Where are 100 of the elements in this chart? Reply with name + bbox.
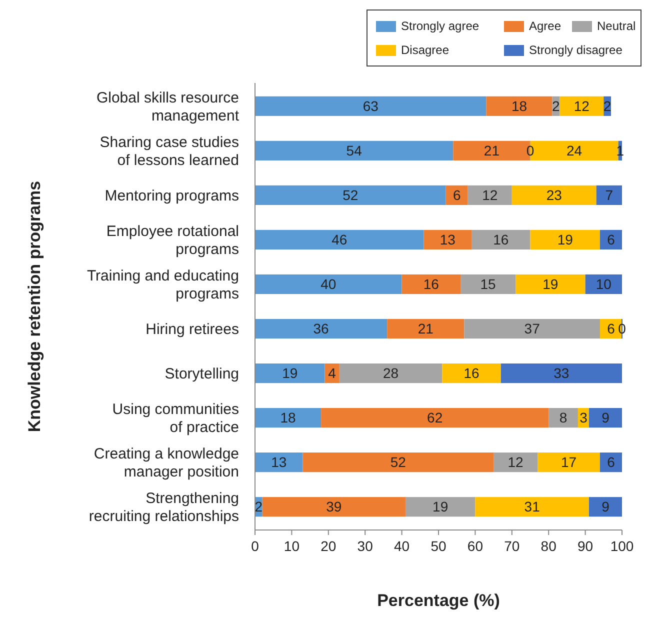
bar [255,408,322,428]
bar [468,185,512,205]
data-label: 16 [423,276,440,292]
data-label: 16 [464,365,480,382]
bar [255,452,303,472]
data-label: 23 [546,187,562,204]
y-axis-title: Knowledge retention programs [25,180,44,432]
data-label: 21 [418,320,434,337]
bar [255,363,325,384]
data-label: 18 [511,98,528,114]
bar [387,318,464,339]
data-label: 10 [596,276,612,292]
x-tick-label: 80 [540,538,557,554]
legend-label: Strongly disagree [529,43,623,58]
x-tick-label: 20 [320,538,336,554]
bar [475,497,589,517]
bar [255,140,454,160]
bar [516,274,586,294]
bar [255,96,486,116]
data-label: 0 [618,320,626,337]
bar [500,363,622,384]
x-tick-label: 30 [357,538,374,554]
data-label: 2 [603,98,612,114]
x-tick-label: 50 [430,538,446,554]
legend-label: Agree [529,19,562,34]
bar [548,408,578,428]
y-tick-label: Storytelling [164,366,239,383]
bar [405,497,476,517]
data-label: 12 [482,187,498,204]
bar [321,408,549,428]
legend-label: Strongly agree [401,19,480,34]
data-label: 12 [574,98,590,114]
bar [302,452,494,472]
legend-label: Disagree [401,43,450,58]
data-label: 62 [427,410,443,426]
x-tick-label: 40 [394,538,410,554]
y-tick-label: Creating a knowledge manager position [94,446,239,481]
bar [588,408,622,428]
y-tick-label: Using communities of practice [112,401,239,436]
data-label: 28 [383,365,399,382]
bar [600,230,622,250]
bar [464,318,600,339]
bar [402,274,461,294]
y-tick-label: Global skills resource management [96,89,240,124]
data-label: 6 [607,232,616,248]
bar [255,274,402,294]
data-label: 19 [542,276,558,292]
data-label: 24 [566,142,582,159]
legend-label: Neutral [597,19,636,34]
data-label: 63 [362,98,379,114]
data-label: 15 [480,276,496,292]
data-label: 17 [560,454,577,470]
y-tick-label: Sharing case studies of lessons learned [100,134,239,169]
data-label: 19 [432,498,448,515]
data-label: 7 [605,187,614,204]
data-label: 4 [328,365,336,382]
x-tick-label: 60 [467,538,484,554]
data-label: 6 [452,187,461,204]
x-tick-label: 70 [504,538,520,554]
y-tick-label: Strengthening recruiting relationships [88,490,239,526]
data-label: 2 [254,498,263,515]
y-tick-label: Training and educating programs [86,267,239,302]
bar [494,452,538,472]
bar [262,497,406,517]
bar [560,96,604,116]
y-tick-label: Hiring retirees [146,321,239,338]
y-tick-label: Employee rotational programs [106,222,239,258]
data-label: 18 [280,410,296,426]
bar [442,363,501,384]
data-label: 13 [440,232,456,248]
data-label: 12 [508,454,524,470]
data-label: 16 [493,232,509,248]
bar [530,230,600,250]
bar [424,230,472,250]
data-label: 37 [524,320,540,337]
y-tick-label: Mentoring programs [104,187,239,204]
data-label: 52 [342,187,358,204]
x-tick-label: 10 [284,538,300,554]
data-label: 33 [554,365,570,382]
data-label: 8 [559,410,568,426]
data-label: 46 [332,232,348,248]
bar [446,185,468,205]
data-label: 2 [552,98,560,114]
data-label: 6 [607,320,616,337]
x-tick-label: 0 [251,538,260,554]
x-tick-label: 90 [578,538,594,554]
data-label: 3 [580,410,588,426]
data-label: 9 [602,410,610,426]
bar [339,363,442,384]
data-label: 54 [346,142,362,159]
data-label: 31 [524,498,540,515]
bar [486,96,552,116]
data-label: 6 [607,454,616,470]
data-label: 39 [326,498,342,515]
data-label: 0 [526,142,534,159]
x-axis-title: Percentage (%) [377,591,500,610]
bar [585,274,622,294]
data-label: 19 [557,232,574,248]
bar [596,185,622,205]
bar [588,497,622,517]
